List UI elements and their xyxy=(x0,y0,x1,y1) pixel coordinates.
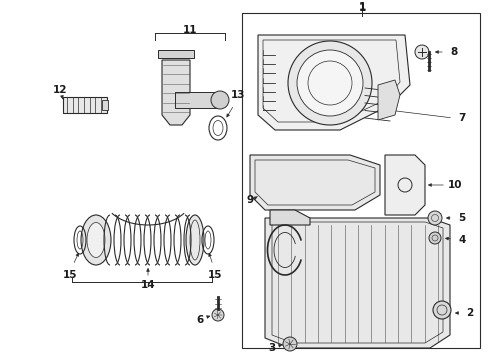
Text: 5: 5 xyxy=(457,213,465,223)
Polygon shape xyxy=(175,92,220,108)
Polygon shape xyxy=(377,80,399,120)
Text: 1: 1 xyxy=(358,2,365,12)
Circle shape xyxy=(428,232,440,244)
Text: 6: 6 xyxy=(196,315,203,325)
Ellipse shape xyxy=(87,222,105,257)
Text: 4: 4 xyxy=(457,235,465,245)
Polygon shape xyxy=(258,35,409,130)
Polygon shape xyxy=(264,218,449,348)
Polygon shape xyxy=(158,50,194,58)
Text: 11: 11 xyxy=(183,25,197,35)
Circle shape xyxy=(212,309,224,321)
Circle shape xyxy=(427,211,441,225)
Polygon shape xyxy=(384,155,424,215)
Text: 14: 14 xyxy=(141,280,155,290)
Bar xyxy=(63,97,107,113)
Circle shape xyxy=(414,45,428,59)
Text: 3: 3 xyxy=(268,343,275,353)
Bar xyxy=(102,100,108,110)
Text: 1: 1 xyxy=(358,3,365,13)
Polygon shape xyxy=(162,60,190,125)
Text: 13: 13 xyxy=(230,90,245,100)
Text: 2: 2 xyxy=(466,308,473,318)
Polygon shape xyxy=(269,210,309,225)
Ellipse shape xyxy=(185,215,203,265)
Bar xyxy=(242,13,479,348)
Circle shape xyxy=(296,50,362,116)
Text: 9: 9 xyxy=(246,195,253,205)
Circle shape xyxy=(210,91,228,109)
Text: 10: 10 xyxy=(447,180,461,190)
Text: 8: 8 xyxy=(449,47,457,57)
Text: 15: 15 xyxy=(207,270,222,280)
Text: 12: 12 xyxy=(53,85,67,95)
Circle shape xyxy=(283,337,296,351)
Circle shape xyxy=(287,41,371,125)
Text: 15: 15 xyxy=(62,270,77,280)
Text: 7: 7 xyxy=(457,113,465,123)
Circle shape xyxy=(432,301,450,319)
Polygon shape xyxy=(249,155,379,210)
Ellipse shape xyxy=(81,215,111,265)
